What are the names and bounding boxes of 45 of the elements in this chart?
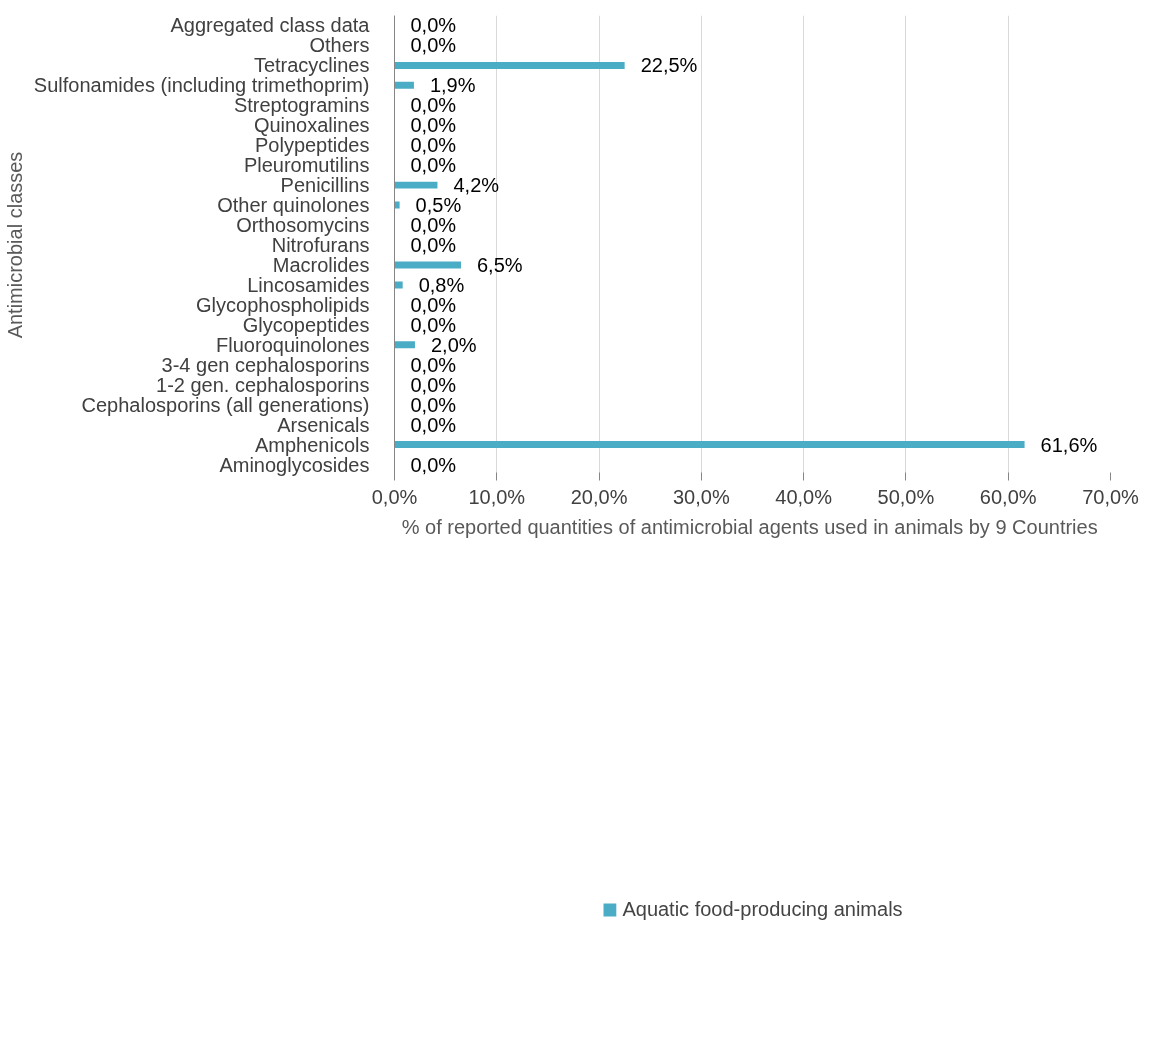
data-label: 0,0% — [410, 34, 457, 57]
y-tick-label: Aggregated class data — [170, 14, 371, 37]
y-tick-label: Glycophospholipids — [196, 293, 370, 316]
bar — [394, 281, 403, 289]
x-tick-label: 10,0% — [468, 485, 526, 508]
data-label: 1,9% — [429, 74, 476, 97]
y-tick-label: Tetracyclines — [253, 54, 370, 77]
data-label: 6,5% — [476, 253, 523, 276]
data-label: 0,0% — [410, 453, 457, 476]
data-label: 0,0% — [410, 114, 457, 137]
bar — [394, 441, 1025, 449]
y-tick-label: Other quinolones — [217, 194, 370, 217]
x-tick-label: 70,0% — [1082, 485, 1140, 508]
data-label: 61,6% — [1040, 433, 1098, 456]
data-label: 0,8% — [418, 273, 465, 296]
data-label: 22,5% — [640, 54, 698, 77]
data-label: 2,0% — [430, 333, 477, 356]
x-tick-label: 50,0% — [877, 485, 935, 508]
data-label: 0,0% — [410, 214, 457, 237]
data-label: 0,0% — [410, 94, 457, 117]
data-label: 0,0% — [410, 134, 457, 157]
data-label: 0,0% — [410, 14, 457, 37]
y-tick-label: Amphenicols — [255, 433, 370, 456]
x-axis-title: % of reported quantities of antimicrobial agents used in animals by 9 Countries — [401, 515, 1098, 538]
x-tick-label: 0,0% — [371, 485, 418, 508]
x-tick-label: 30,0% — [673, 485, 730, 508]
data-label: 0,5% — [415, 194, 462, 217]
bar — [394, 341, 415, 349]
data-label: 0,0% — [410, 154, 457, 177]
x-tick-label: 20,0% — [570, 485, 628, 508]
y-tick-label: Others — [309, 34, 370, 57]
y-tick-label: Macrolides — [272, 253, 370, 276]
y-tick-label: Penicillins — [280, 174, 370, 197]
y-axis-title: Antimicrobial classes — [3, 151, 26, 339]
y-tick-label: Lincosamides — [247, 273, 370, 296]
bar — [394, 201, 400, 209]
data-label: 4,2% — [453, 174, 500, 197]
legend-label: Aquatic food-producing animals — [622, 897, 903, 921]
data-label: 0,0% — [410, 234, 457, 256]
x-tick-label: 60,0% — [979, 485, 1037, 508]
x-tick-label: 40,0% — [775, 485, 833, 508]
bar — [394, 261, 461, 269]
bar — [394, 81, 414, 89]
bar — [394, 61, 625, 69]
bar — [394, 181, 438, 189]
